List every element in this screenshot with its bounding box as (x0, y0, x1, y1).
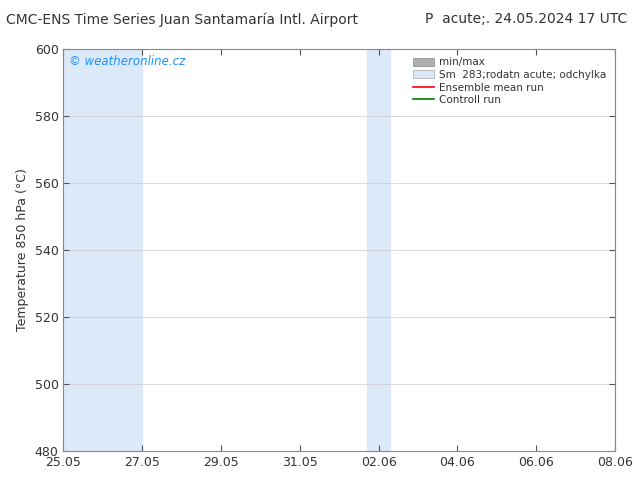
Y-axis label: Temperature 850 hPa (°C): Temperature 850 hPa (°C) (16, 169, 29, 331)
Bar (63, 49, 142, 451)
Text: P  acute;. 24.05.2024 17 UTC: P acute;. 24.05.2024 17 UTC (425, 12, 628, 26)
Text: CMC-ENS Time Series Juan Santamaría Intl. Airport: CMC-ENS Time Series Juan Santamaría Intl… (6, 12, 358, 27)
Legend: min/max, Sm  283;rodatn acute; odchylka, Ensemble mean run, Controll run: min/max, Sm 283;rodatn acute; odchylka, … (410, 54, 610, 108)
Bar (366, 49, 391, 451)
Text: © weatheronline.cz: © weatheronline.cz (69, 55, 185, 68)
